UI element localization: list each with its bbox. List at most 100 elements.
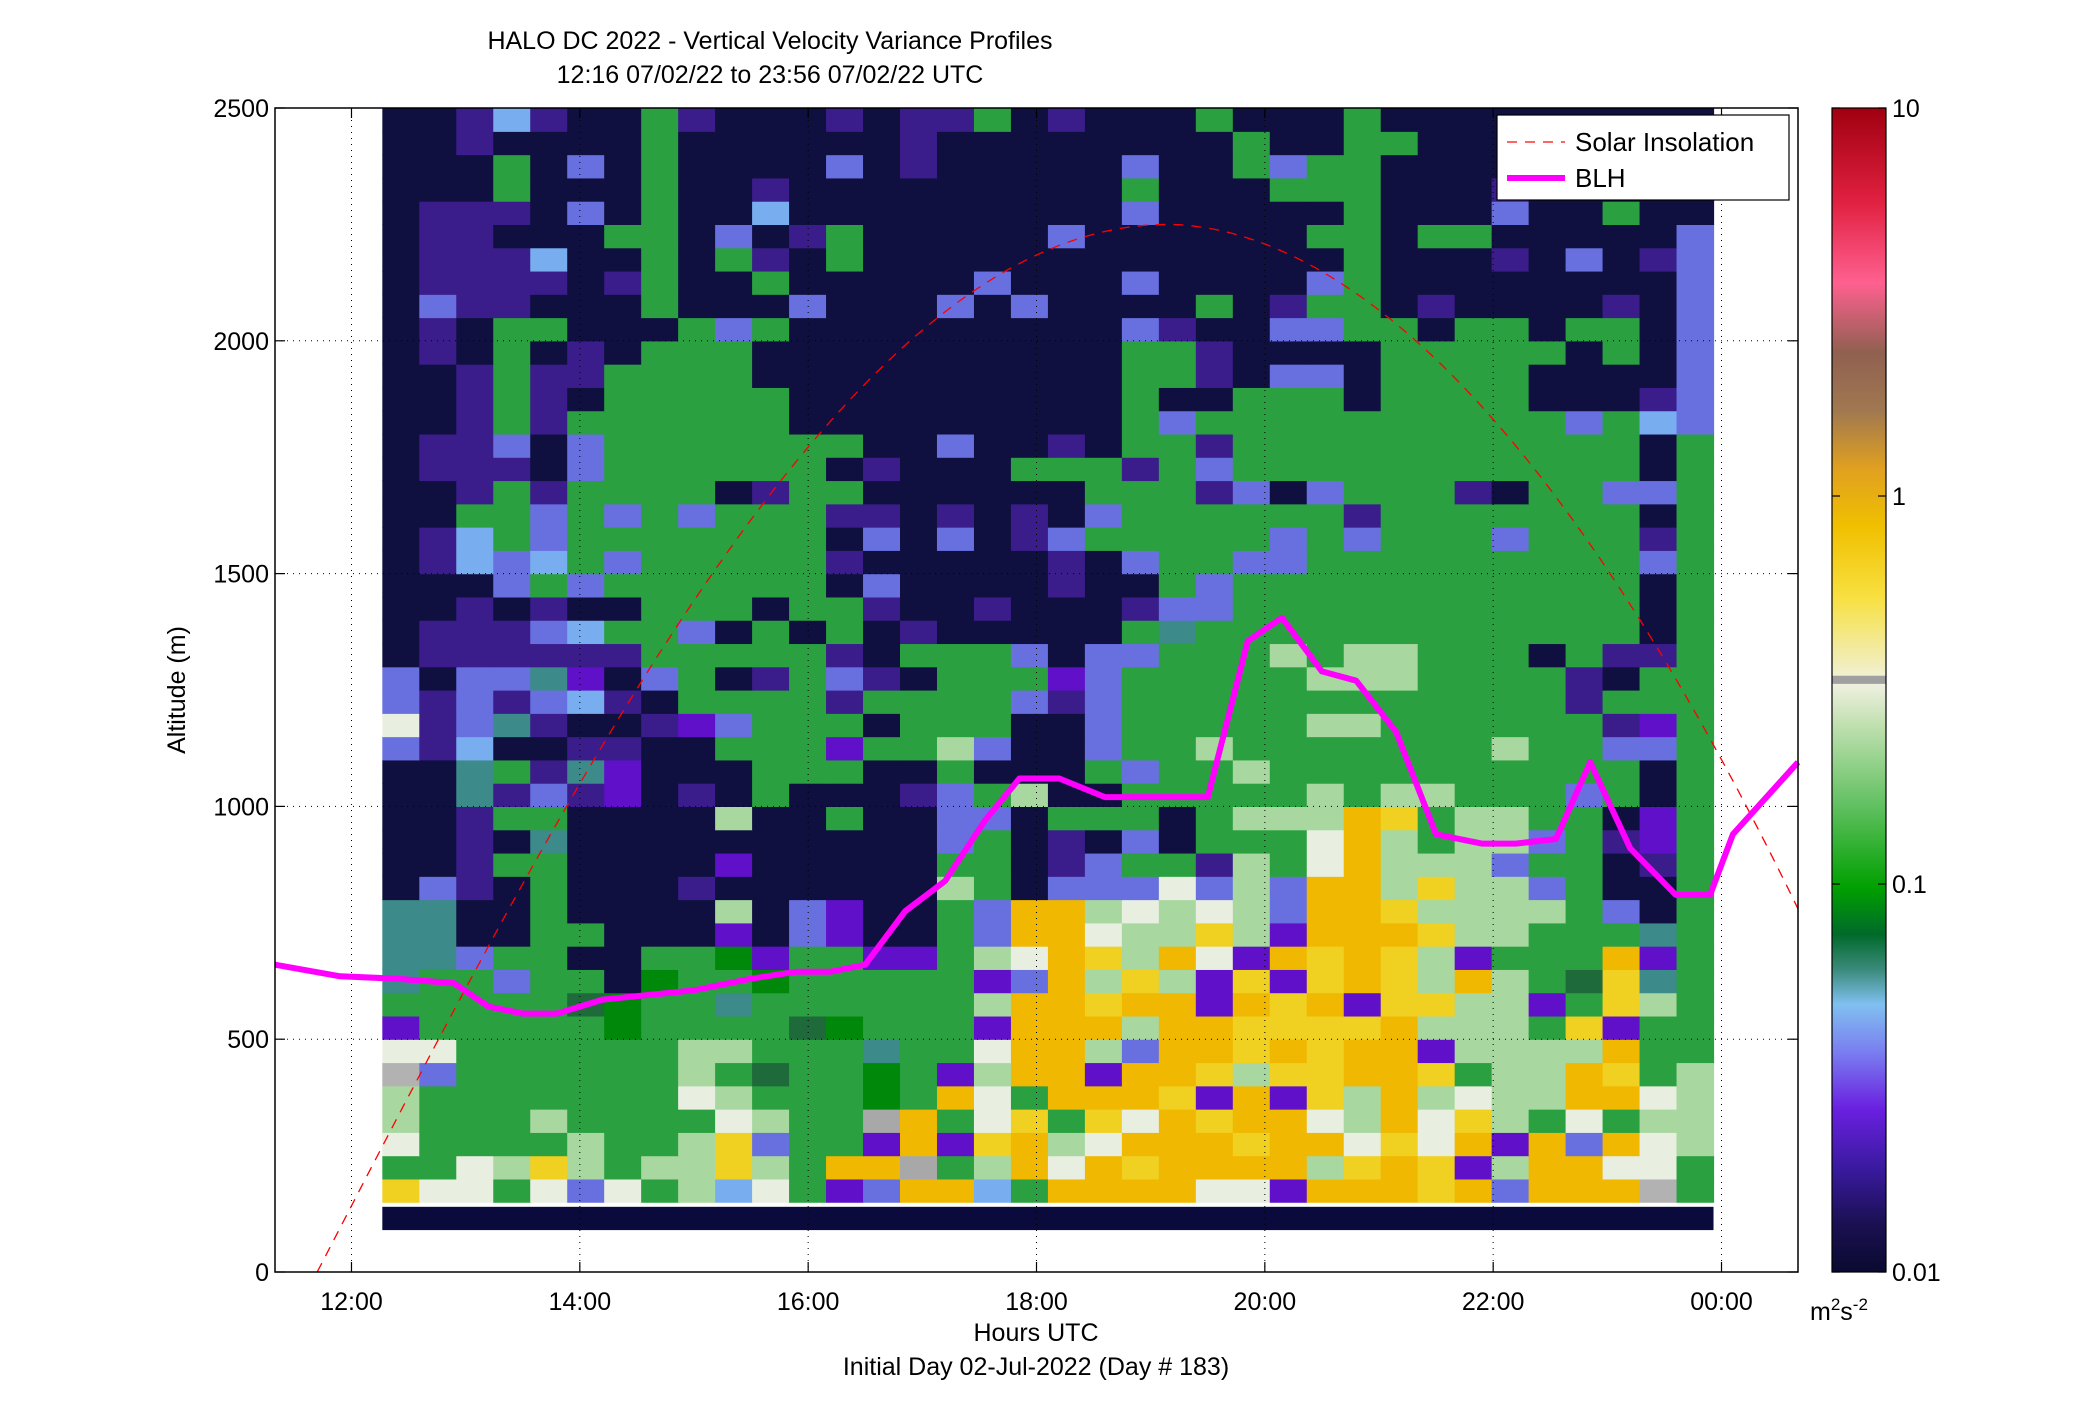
heatmap-cell xyxy=(826,433,864,458)
heatmap-cell xyxy=(1010,1132,1049,1157)
heatmap-cell xyxy=(530,410,568,435)
heatmap-cell xyxy=(604,177,642,202)
heatmap-cell xyxy=(419,876,457,901)
heatmap-cell xyxy=(1454,364,1493,388)
heatmap-cell xyxy=(1417,876,1456,901)
heatmap-cell xyxy=(1232,946,1271,970)
heatmap-cell xyxy=(641,1132,679,1157)
heatmap-cell xyxy=(1195,247,1234,272)
heatmap-cell xyxy=(1232,364,1271,388)
heatmap-cell xyxy=(1491,759,1530,784)
heatmap-cell xyxy=(1491,503,1530,528)
heatmap-cell xyxy=(973,247,1012,272)
heatmap-cell xyxy=(419,643,457,668)
heatmap-cell xyxy=(604,899,642,924)
heatmap-cell xyxy=(973,224,1012,249)
heatmap-cell xyxy=(1010,1155,1049,1180)
heatmap-cell xyxy=(752,946,790,970)
heatmap-cell xyxy=(1195,736,1234,761)
heatmap-cell xyxy=(1121,992,1160,1017)
heatmap-cell xyxy=(419,829,457,854)
heatmap-cell xyxy=(1269,1015,1308,1040)
heatmap-cell xyxy=(641,108,679,132)
heatmap-cell xyxy=(973,1062,1012,1087)
heatmap-cell xyxy=(419,364,457,388)
heatmap-cell xyxy=(826,620,864,645)
heatmap-cell xyxy=(1195,224,1234,249)
heatmap-cell xyxy=(1491,433,1530,458)
heatmap-cell xyxy=(1417,1039,1456,1064)
heatmap-cell xyxy=(936,387,975,412)
heatmap-cell xyxy=(382,1039,420,1064)
heatmap-cell xyxy=(715,317,753,342)
heatmap-cell xyxy=(1602,224,1641,249)
heatmap-cell xyxy=(1565,340,1604,365)
heatmap-cell xyxy=(1232,899,1271,924)
heatmap-cell xyxy=(1380,666,1419,691)
heatmap-cell xyxy=(493,364,531,388)
heatmap-cell xyxy=(1565,1178,1604,1203)
heatmap-cell xyxy=(1454,759,1493,784)
heatmap-cell xyxy=(1417,899,1456,924)
heatmap-cell xyxy=(1047,270,1086,295)
heatmap-cell xyxy=(1047,1109,1086,1133)
heatmap-cell xyxy=(863,364,901,388)
heatmap-cell xyxy=(567,596,605,621)
heatmap-cell xyxy=(789,596,827,621)
heatmap-cell xyxy=(1306,177,1345,202)
heatmap-cell xyxy=(826,596,864,621)
heatmap-cell xyxy=(604,387,642,412)
heatmap-cell xyxy=(604,201,642,225)
heatmap-cell xyxy=(1158,852,1197,877)
heatmap-cell xyxy=(826,340,864,365)
x-tick-label: 20:00 xyxy=(1234,1288,1297,1316)
y-tick-label: 0 xyxy=(255,1259,269,1287)
heatmap-cell xyxy=(1195,643,1234,668)
heatmap-cell xyxy=(863,433,901,458)
heatmap-cell xyxy=(715,783,753,807)
heatmap-cell xyxy=(1343,829,1382,854)
heatmap-cell xyxy=(1602,247,1641,272)
heatmap-cell xyxy=(1269,527,1308,551)
heatmap-cell xyxy=(1565,1039,1604,1064)
heatmap-cell xyxy=(567,713,605,738)
heatmap-cell xyxy=(1306,247,1345,272)
heatmap-cell xyxy=(1232,108,1271,132)
heatmap-cell xyxy=(678,690,716,714)
heatmap-cell xyxy=(1232,1085,1271,1110)
heatmap-cell xyxy=(900,1015,938,1040)
heatmap-cell xyxy=(567,1109,605,1133)
heatmap-cell xyxy=(678,713,716,738)
heatmap-cell xyxy=(1602,620,1641,645)
heatmap-cell xyxy=(1491,410,1530,435)
heatmap-cell xyxy=(789,550,827,575)
heatmap-cell xyxy=(456,876,494,901)
heatmap-cell xyxy=(752,806,790,831)
heatmap-cell xyxy=(641,201,679,225)
colorbar-tick-label: 1 xyxy=(1892,483,1906,511)
heatmap-cell xyxy=(1195,969,1234,994)
heatmap-cell xyxy=(789,946,827,970)
heatmap-cell xyxy=(604,457,642,482)
heatmap-cell xyxy=(900,340,938,365)
heatmap-cell xyxy=(604,480,642,505)
heatmap-cell xyxy=(567,899,605,924)
heatmap-cell xyxy=(1491,364,1530,388)
heatmap-cell xyxy=(752,1132,790,1157)
heatmap-cell xyxy=(1269,759,1308,784)
heatmap-cell xyxy=(1084,690,1123,714)
heatmap-cell xyxy=(493,550,531,575)
heatmap-cell xyxy=(1454,224,1493,249)
heatmap-cell xyxy=(493,969,531,994)
heatmap-cell xyxy=(1454,596,1493,621)
heatmap-cell xyxy=(419,573,457,598)
heatmap-cell xyxy=(789,108,827,132)
heatmap-cell xyxy=(1195,108,1234,132)
heatmap-cell xyxy=(1232,201,1271,225)
heatmap-cell xyxy=(1121,527,1160,551)
heatmap-cell xyxy=(1084,1039,1123,1064)
heatmap-cell xyxy=(493,1178,531,1203)
heatmap-cell xyxy=(715,503,753,528)
heatmap-cell xyxy=(1121,899,1160,924)
heatmap-cell xyxy=(1047,1085,1086,1110)
